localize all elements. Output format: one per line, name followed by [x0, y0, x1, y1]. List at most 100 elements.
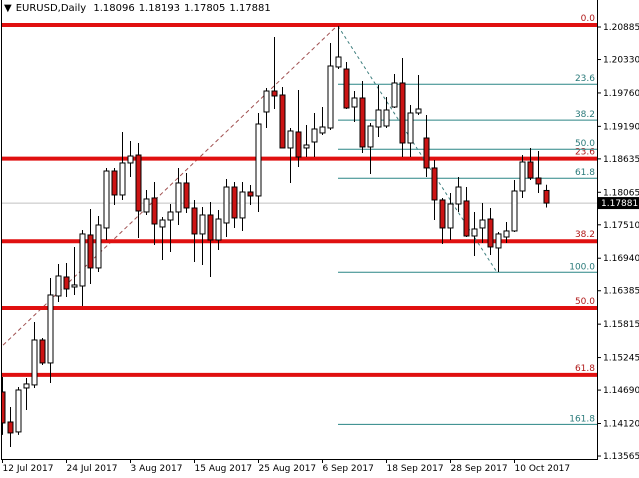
candle-body-bull: [199, 214, 206, 235]
candle[interactable]: [247, 184, 254, 205]
candle[interactable]: [103, 167, 110, 240]
candle[interactable]: [487, 207, 494, 255]
candle-body-bear: [423, 137, 430, 169]
candle-body-bear: [463, 200, 470, 237]
candle[interactable]: [143, 189, 150, 215]
candle-body-bull: [503, 230, 510, 238]
candle[interactable]: [263, 88, 270, 128]
candle[interactable]: [295, 90, 302, 167]
candle[interactable]: [359, 80, 366, 154]
candle-body-bull: [407, 112, 414, 144]
y-axis-tick-label: 1.18635: [603, 155, 639, 165]
candle[interactable]: [23, 377, 30, 410]
fib-level-label: 50.0: [575, 297, 595, 307]
candle[interactable]: [127, 140, 134, 177]
candle[interactable]: [215, 209, 222, 250]
candle[interactable]: [15, 386, 22, 435]
candle[interactable]: [375, 84, 382, 138]
candle[interactable]: [439, 197, 446, 244]
candle[interactable]: [519, 155, 526, 198]
candle[interactable]: [31, 321, 38, 388]
candle[interactable]: [367, 123, 374, 174]
fib-level-label: 38.2: [575, 230, 595, 240]
candle-body-bear: [1, 391, 6, 424]
candle-body-bear: [535, 177, 542, 185]
candle[interactable]: [343, 61, 350, 109]
candle[interactable]: [479, 203, 486, 243]
candle[interactable]: [183, 172, 190, 213]
candle[interactable]: [511, 179, 518, 232]
candle-body-bull: [471, 228, 478, 237]
candle-body-bull: [327, 65, 334, 129]
candle[interactable]: [47, 277, 54, 383]
candle[interactable]: [159, 216, 166, 260]
fib-level-label: 50.0: [575, 139, 595, 149]
fibonacci-major[interactable]: 0.0 23.6 38.2 50.0 61.8: [0, 14, 597, 377]
candle[interactable]: [39, 337, 46, 365]
candle-body-bear: [111, 170, 118, 196]
candle[interactable]: [7, 406, 14, 447]
candle[interactable]: [303, 124, 310, 157]
y-axis-tick-label: 1.15815: [603, 320, 639, 330]
candle[interactable]: [327, 43, 334, 130]
candle[interactable]: [455, 176, 462, 212]
y-axis-tick-label: 1.15245: [603, 354, 639, 364]
candle[interactable]: [207, 202, 214, 277]
candle[interactable]: [543, 184, 550, 208]
candle[interactable]: [255, 112, 262, 212]
x-axis-tick-label: 18 Sep 2017: [387, 464, 444, 474]
candle[interactable]: [319, 107, 326, 135]
y-axis-tick-label: 1.17510: [603, 221, 639, 231]
candle[interactable]: [407, 105, 414, 157]
candle[interactable]: [279, 87, 286, 149]
candle[interactable]: [0, 376, 6, 435]
candle[interactable]: [423, 114, 430, 177]
candle[interactable]: [415, 75, 422, 115]
chart-menu-arrow-icon[interactable]: ▼: [4, 3, 12, 14]
symbol-timeframe: EURUSD,Daily: [15, 3, 87, 14]
x-axis-tick-label: 12 Jul 2017: [3, 464, 54, 474]
candle[interactable]: [223, 178, 230, 237]
candle[interactable]: [95, 215, 102, 272]
candle[interactable]: [111, 167, 118, 205]
candle[interactable]: [447, 192, 454, 240]
candle[interactable]: [535, 150, 542, 193]
candle-body-bear: [279, 94, 286, 149]
candle[interactable]: [71, 246, 78, 295]
candle[interactable]: [471, 211, 478, 256]
candle[interactable]: [119, 131, 126, 200]
candle-body-bull: [15, 389, 22, 433]
candle[interactable]: [167, 204, 174, 253]
x-axis-tick-label: 10 Oct 2017: [515, 464, 571, 474]
candle[interactable]: [87, 208, 94, 284]
candle[interactable]: [135, 142, 142, 238]
candle[interactable]: [239, 181, 246, 231]
candle[interactable]: [391, 74, 398, 108]
candle[interactable]: [335, 26, 342, 70]
candle[interactable]: [231, 181, 238, 228]
candle[interactable]: [311, 112, 318, 157]
candle[interactable]: [463, 187, 470, 237]
candle[interactable]: [151, 181, 158, 245]
candle[interactable]: [191, 199, 198, 262]
candle[interactable]: [431, 159, 438, 221]
candle[interactable]: [527, 147, 534, 180]
candle[interactable]: [199, 206, 206, 265]
candle[interactable]: [351, 91, 358, 123]
candle[interactable]: [399, 58, 406, 157]
candle-body-bull: [127, 155, 134, 164]
candle[interactable]: [79, 229, 86, 306]
candle[interactable]: [175, 167, 182, 225]
candle-body-bull: [95, 224, 102, 269]
candle[interactable]: [63, 262, 70, 297]
fibonacci-minor[interactable]: 23.6 38.2 50.0 61.8 100.0 161.8: [337, 25, 597, 425]
candle[interactable]: [271, 37, 278, 109]
header-low: 1.17805: [184, 3, 226, 14]
fib-level-label: 23.6: [575, 148, 595, 158]
candle[interactable]: [287, 127, 294, 183]
candle[interactable]: [55, 263, 62, 302]
candle[interactable]: [495, 231, 502, 272]
candle[interactable]: [383, 96, 390, 128]
candle[interactable]: [503, 221, 510, 243]
